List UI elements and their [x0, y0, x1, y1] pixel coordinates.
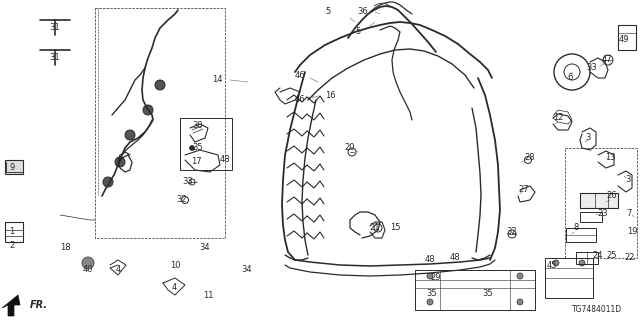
Text: 48: 48 — [425, 255, 435, 265]
Circle shape — [143, 105, 153, 115]
Text: 46: 46 — [294, 95, 305, 105]
Text: 46: 46 — [294, 70, 305, 79]
Text: 17: 17 — [191, 157, 202, 166]
Text: 20: 20 — [345, 143, 355, 153]
Text: 3: 3 — [586, 133, 591, 142]
Circle shape — [189, 146, 195, 150]
Circle shape — [427, 299, 433, 305]
Text: 22: 22 — [625, 252, 636, 261]
Text: 28: 28 — [525, 154, 535, 163]
Text: 15: 15 — [390, 223, 400, 233]
Text: 32: 32 — [507, 228, 517, 236]
Text: 24: 24 — [593, 251, 604, 260]
Text: 18: 18 — [60, 244, 70, 252]
Circle shape — [553, 260, 559, 266]
Text: 31: 31 — [50, 23, 60, 33]
Bar — [576, 252, 598, 264]
Text: 7: 7 — [627, 209, 632, 218]
Bar — [5, 222, 23, 242]
Text: FR.: FR. — [30, 300, 48, 310]
Bar — [545, 258, 593, 298]
Bar — [565, 148, 637, 258]
Text: 40: 40 — [83, 266, 93, 275]
Text: 31: 31 — [50, 53, 60, 62]
Bar — [618, 25, 636, 50]
Text: 2: 2 — [10, 242, 15, 251]
Text: 36: 36 — [358, 7, 369, 17]
Text: 5: 5 — [355, 28, 360, 36]
Text: 48: 48 — [450, 253, 460, 262]
Text: 4: 4 — [172, 284, 177, 292]
Text: 33: 33 — [182, 178, 193, 187]
Text: 5: 5 — [325, 7, 331, 17]
Bar — [580, 193, 618, 208]
Polygon shape — [2, 295, 20, 316]
Text: 35: 35 — [427, 289, 437, 298]
Bar — [566, 228, 596, 242]
Circle shape — [103, 177, 113, 187]
Circle shape — [82, 257, 94, 269]
Text: 47: 47 — [602, 55, 612, 65]
Text: 8: 8 — [573, 223, 579, 233]
Bar — [580, 212, 602, 222]
Text: 45: 45 — [547, 260, 557, 269]
Text: 1: 1 — [10, 228, 15, 236]
Text: 3: 3 — [625, 175, 630, 185]
Text: 48: 48 — [220, 156, 230, 164]
Bar — [180, 118, 232, 170]
Text: 19: 19 — [627, 228, 637, 236]
Text: 29: 29 — [431, 274, 441, 283]
Text: 25: 25 — [607, 251, 617, 260]
Text: 6: 6 — [567, 74, 573, 83]
Text: 33: 33 — [587, 63, 597, 73]
Text: 35: 35 — [193, 143, 204, 153]
Text: 49: 49 — [619, 36, 629, 44]
Text: 23: 23 — [598, 209, 608, 218]
Text: 14: 14 — [212, 76, 222, 84]
Text: 10: 10 — [170, 260, 180, 269]
Circle shape — [517, 273, 523, 279]
Text: 4: 4 — [115, 266, 120, 275]
Text: 26: 26 — [607, 190, 618, 199]
Text: TG7484011D: TG7484011D — [572, 305, 622, 314]
Text: 34: 34 — [200, 244, 211, 252]
Text: 12: 12 — [553, 114, 563, 123]
Circle shape — [155, 80, 165, 90]
Text: 13: 13 — [605, 154, 615, 163]
Text: 21: 21 — [370, 223, 380, 233]
Circle shape — [125, 130, 135, 140]
Text: 27: 27 — [518, 186, 529, 195]
Circle shape — [427, 273, 433, 279]
Text: 34: 34 — [242, 266, 252, 275]
Bar — [95, 8, 225, 238]
Bar — [415, 270, 535, 310]
Circle shape — [579, 260, 585, 266]
Text: 16: 16 — [324, 91, 335, 100]
Circle shape — [115, 157, 125, 167]
Text: 30: 30 — [193, 122, 204, 131]
Circle shape — [517, 299, 523, 305]
Text: 32: 32 — [177, 196, 188, 204]
Text: 9: 9 — [10, 164, 15, 172]
Text: 11: 11 — [203, 291, 213, 300]
Bar — [5, 160, 23, 174]
Text: 35: 35 — [483, 289, 493, 298]
